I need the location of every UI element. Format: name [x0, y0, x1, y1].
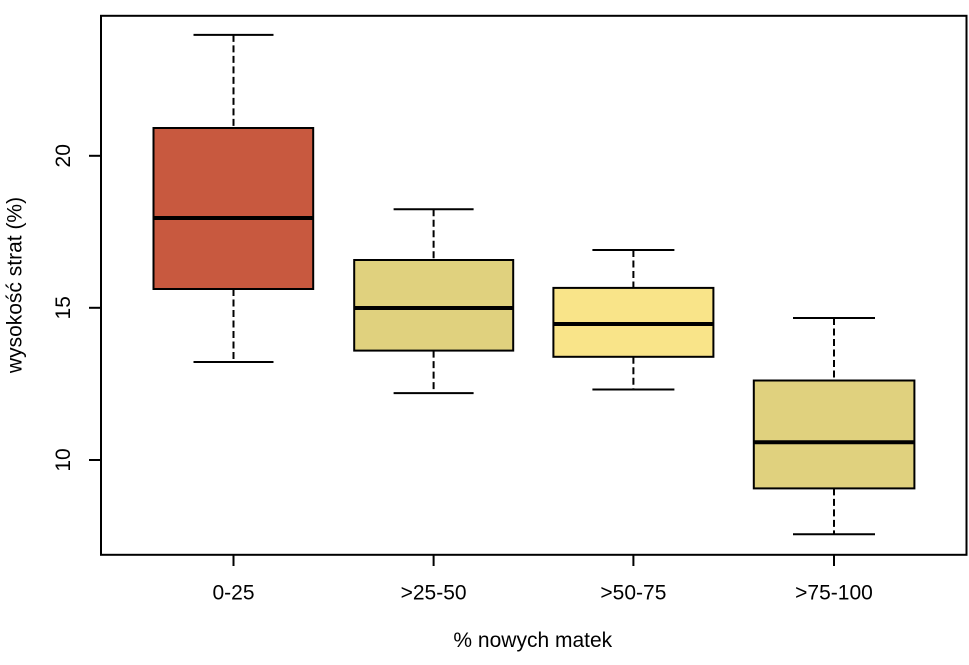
svg-text:15: 15 [52, 296, 75, 319]
svg-text:>25-50: >25-50 [401, 582, 467, 605]
svg-text:wysokość strat (%): wysokość strat (%) [4, 197, 27, 374]
svg-text:>50-75: >50-75 [600, 582, 666, 605]
svg-text:10: 10 [52, 448, 75, 471]
svg-text:0-25: 0-25 [212, 582, 254, 605]
svg-text:>75-100: >75-100 [795, 582, 873, 605]
svg-text:% nowych matek: % nowych matek [453, 629, 612, 652]
svg-text:20: 20 [52, 144, 75, 167]
